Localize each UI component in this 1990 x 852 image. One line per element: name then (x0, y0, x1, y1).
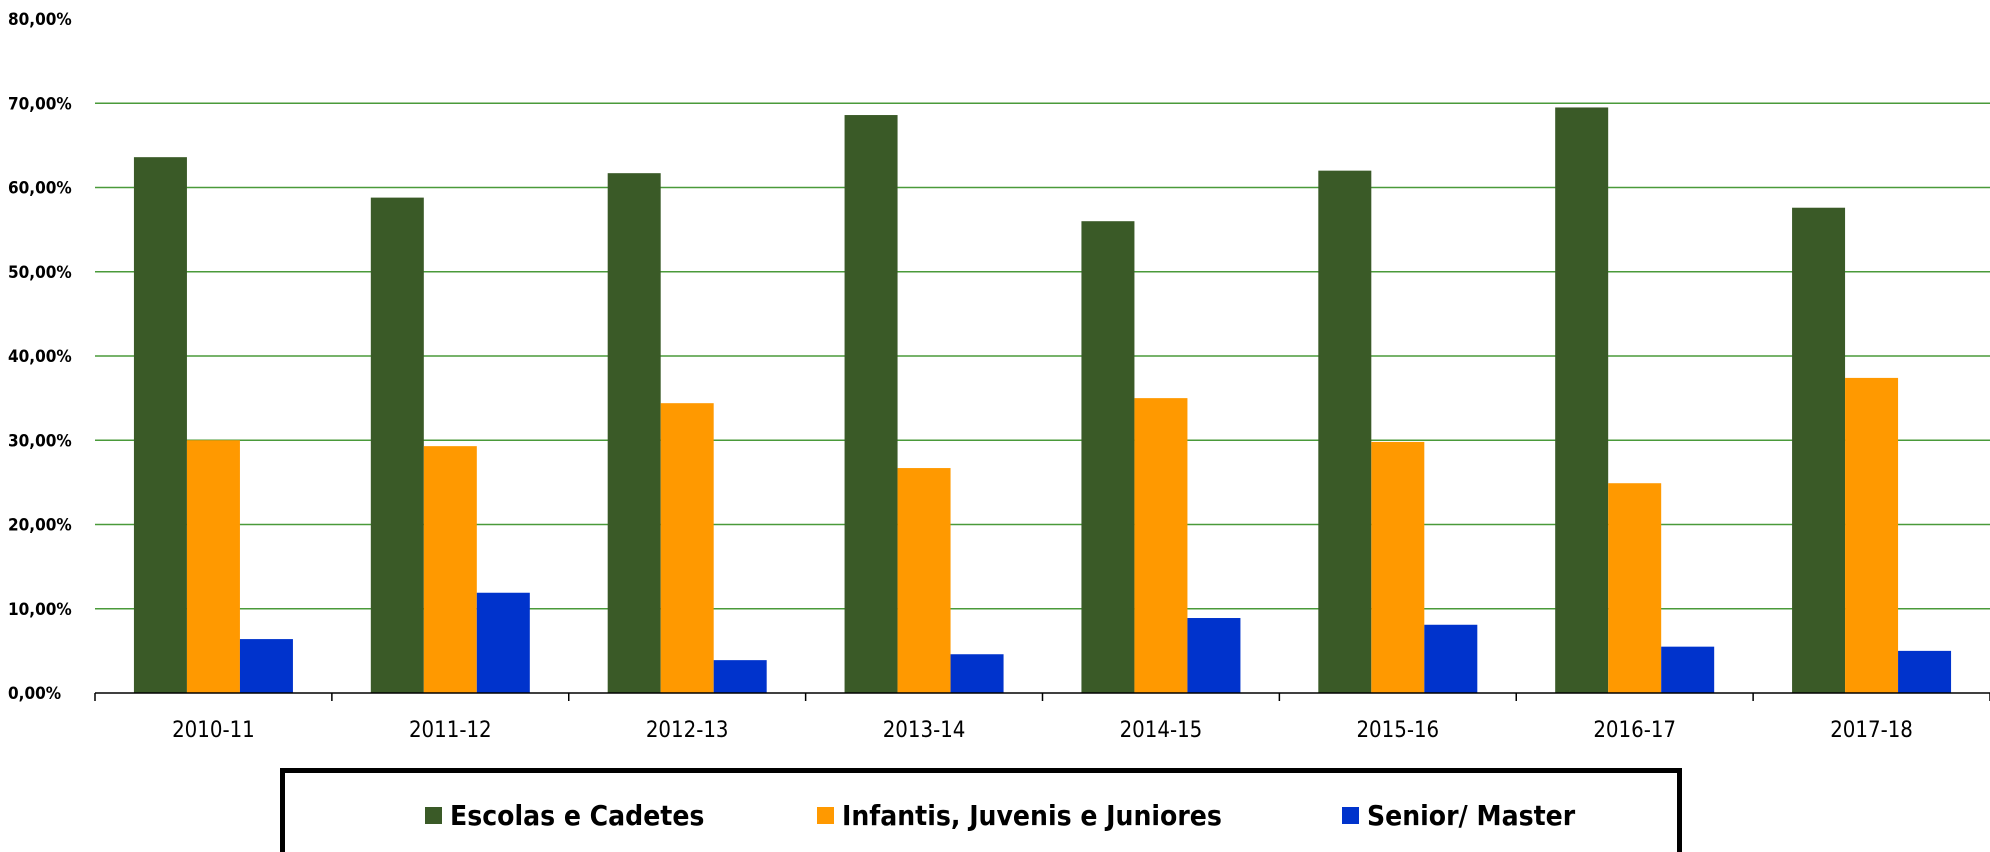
y-tick-label: 10,00% (8, 600, 72, 620)
legend-item-senior-master: Senior/ Master (1342, 799, 1575, 832)
bar-senior-master (950, 654, 1004, 693)
bar-escolas-e-cadetes (1792, 207, 1846, 693)
bar-senior-master (1187, 618, 1241, 693)
bar-infantis-juvenis-e-juniores (186, 440, 240, 693)
legend-item-infantis-juvenis-e-juniores: Infantis, Juvenis e Juniores (817, 799, 1222, 832)
x-tick-label: 2010-11 (172, 718, 255, 743)
bars (133, 107, 1952, 694)
bar-escolas-e-cadetes (370, 197, 424, 694)
bar-infantis-juvenis-e-juniores (897, 468, 951, 693)
bar-escolas-e-cadetes (607, 173, 661, 694)
bar-infantis-juvenis-e-juniores (1134, 398, 1188, 693)
bar-escolas-e-cadetes (1555, 107, 1609, 693)
x-tick-label: 2011-12 (409, 718, 492, 743)
y-axis-ticks: 0,00% 10,00% 20,00% 30,00% 40,00% 50,00% 60,00… (8, 10, 72, 704)
bar-infantis-juvenis-e-juniores (1845, 377, 1899, 693)
bar-senior-master (1661, 646, 1715, 693)
x-tick-label: 2014-15 (1120, 718, 1203, 743)
bar-escolas-e-cadetes (844, 115, 898, 694)
bar-escolas-e-cadetes (1081, 221, 1135, 693)
x-tick-label: 2013-14 (883, 718, 966, 743)
bar-infantis-juvenis-e-juniores (1371, 441, 1425, 693)
y-tick-label: 60,00% (8, 179, 72, 199)
y-tick-label: 40,00% (8, 347, 72, 367)
y-tick-label: 30,00% (8, 431, 72, 451)
x-tick-label: 2012-13 (646, 718, 729, 743)
y-tick-label: 80,00% (8, 10, 72, 30)
legend-item-escolas-e-cadetes: Escolas e Cadetes (425, 799, 704, 832)
y-tick-label: 70,00% (8, 94, 72, 114)
x-tick-label: 2016-17 (1593, 718, 1676, 743)
bar-infantis-juvenis-e-juniores (1608, 483, 1662, 693)
bar-chart: 0,00% 10,00% 20,00% 30,00% 40,00% 50,00% 60,00… (8, 10, 1990, 743)
legend-label: Escolas e Cadetes (450, 799, 705, 832)
bar-senior-master (239, 639, 293, 693)
bar-infantis-juvenis-e-juniores (423, 446, 477, 693)
bar-escolas-e-cadetes (1318, 170, 1372, 693)
y-tick-label: 50,00% (8, 263, 72, 283)
x-tick-label: 2017-18 (1830, 718, 1913, 743)
bar-senior-master (1898, 650, 1952, 693)
x-axis (94, 692, 1990, 701)
bar-senior-master (476, 592, 530, 693)
y-tick-label: 20,00% (8, 516, 72, 536)
bar-senior-master (1424, 624, 1478, 693)
legend-swatch (1342, 807, 1359, 824)
legend: Escolas e Cadetes Infantis, Juvenis e Ju… (280, 768, 1682, 852)
legend-swatch (425, 807, 442, 824)
bar-escolas-e-cadetes (133, 157, 187, 694)
legend-label: Senior/ Master (1367, 799, 1576, 832)
legend-swatch (817, 807, 834, 824)
x-tick-label: 2015-16 (1356, 718, 1439, 743)
legend-label: Infantis, Juvenis e Juniores (842, 799, 1222, 832)
bar-senior-master (713, 660, 767, 693)
y-tick-label: 0,00% (8, 684, 61, 704)
x-axis-ticks: 2010-11 2011-12 2012-13 2013-14 2014-15 2015-… (172, 718, 1913, 743)
bar-infantis-juvenis-e-juniores (660, 403, 714, 693)
